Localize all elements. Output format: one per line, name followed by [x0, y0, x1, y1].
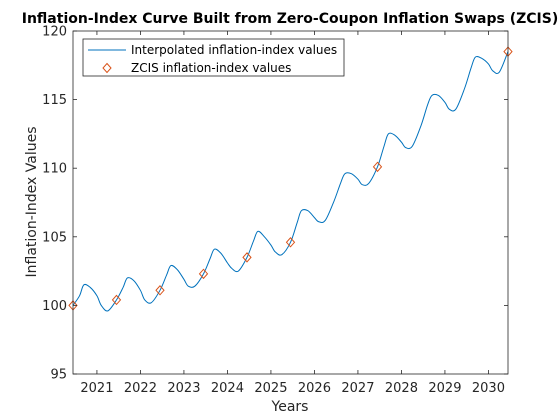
y-tick-label: 115 — [42, 93, 67, 108]
chart-title: Inflation-Index Curve Built from Zero-Co… — [22, 11, 558, 27]
x-tick-label: 2027 — [341, 381, 374, 396]
y-tick-label: 110 — [42, 162, 67, 177]
axes-box — [72, 30, 509, 375]
y-tick-label: 105 — [42, 230, 67, 245]
legend: Interpolated inflation-index values ZCIS… — [82, 38, 345, 77]
zcis-marker — [111, 294, 122, 306]
x-tick-label: 2028 — [385, 381, 418, 396]
y-tick-label: 120 — [42, 25, 67, 40]
x-axis-label: Years — [271, 399, 309, 415]
plot-area — [73, 31, 508, 374]
zcis-marker — [285, 237, 296, 248]
x-tick-label: 2029 — [428, 381, 461, 396]
zcis-marker — [155, 285, 165, 296]
y-axis-label: Inflation-Index Values — [24, 127, 40, 278]
legend-diamond-sample — [102, 62, 112, 74]
series-line-interpolated — [72, 51, 509, 312]
x-tick-label: 2026 — [298, 381, 331, 396]
zcis-marker — [242, 252, 252, 263]
x-tick-label: 2030 — [472, 381, 505, 396]
legend-item-zcis: ZCIS inflation-index values — [131, 61, 291, 75]
legend-box — [82, 38, 345, 77]
x-tick-label: 2025 — [254, 381, 287, 396]
x-tick-label: 2022 — [124, 381, 157, 396]
zcis-marker — [372, 161, 383, 173]
x-tick-label: 2021 — [80, 381, 113, 396]
legend-item-interpolated: Interpolated inflation-index values — [131, 43, 337, 57]
y-tick-label: 95 — [50, 368, 67, 383]
y-tick-label: 100 — [42, 299, 67, 314]
zcis-marker — [198, 268, 209, 280]
x-tick-label: 2024 — [211, 381, 244, 396]
x-tick-label: 2023 — [167, 381, 200, 396]
